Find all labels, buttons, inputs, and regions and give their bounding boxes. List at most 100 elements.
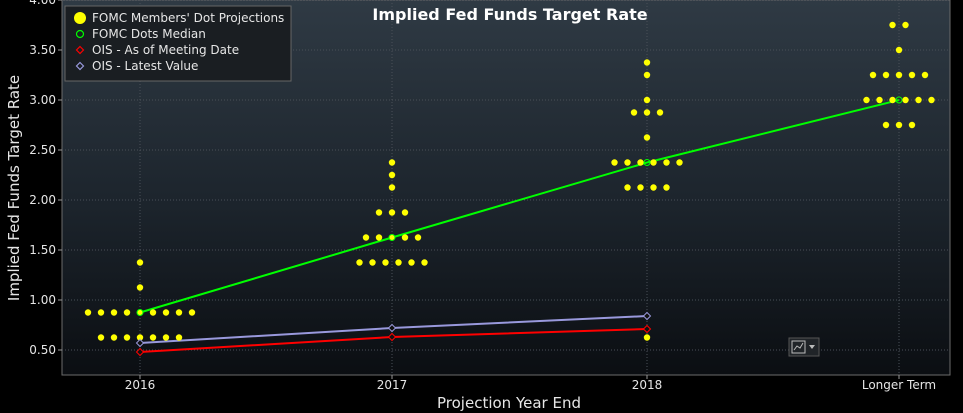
y-tick-label: 2.50 (29, 143, 56, 157)
projection-dot (382, 259, 389, 266)
projection-dot (388, 234, 396, 241)
x-tick-label: 2017 (377, 378, 408, 392)
projection-dot (611, 159, 618, 166)
projection-dot (175, 334, 183, 341)
projection-dot (388, 184, 396, 191)
projection-dot (624, 184, 631, 191)
projection-dot (136, 284, 144, 291)
x-tick-label: Longer Term (862, 378, 936, 392)
projection-dot (123, 334, 131, 341)
projection-dot (388, 159, 396, 166)
median-marker (895, 96, 903, 104)
legend-label: OIS - As of Meeting Date (92, 43, 239, 57)
legend-label: FOMC Dots Median (92, 27, 206, 41)
projection-dot (637, 159, 644, 166)
projection-dot (408, 259, 415, 266)
chart-title: Implied Fed Funds Target Rate (372, 5, 647, 24)
projection-dot (921, 71, 929, 79)
ois-marker (135, 338, 145, 348)
projection-dot (637, 184, 644, 191)
median-marker (643, 159, 651, 166)
projection-dot (123, 309, 131, 316)
projection-dot (375, 234, 383, 241)
legend-label: OIS - Latest Value (92, 59, 198, 73)
projection-dot (643, 71, 651, 79)
y-tick-label: 4.00 (29, 0, 56, 7)
y-tick-label: 1.00 (29, 293, 56, 307)
chevron-down-icon (809, 345, 815, 349)
projection-dot (902, 21, 909, 29)
projection-dot (908, 121, 916, 129)
projection-dot (84, 309, 92, 316)
projection-dot (375, 209, 383, 216)
legend: FOMC Members' Dot Projections FOMC Dots M… (64, 5, 292, 82)
projection-dot (388, 209, 396, 216)
series-line (139, 99, 900, 314)
projection-dot (149, 334, 157, 341)
median-marker (388, 234, 396, 241)
projection-dot (643, 334, 651, 341)
legend-label: FOMC Members' Dot Projections (92, 11, 284, 25)
projection-dot (401, 234, 409, 241)
projection-dot (356, 259, 363, 266)
projection-dot (863, 96, 870, 104)
projection-dot (895, 46, 903, 54)
x-tick-label: 2016 (125, 378, 156, 392)
chart-menu-frame (788, 337, 820, 357)
projection-dot (889, 21, 896, 29)
projection-dot (656, 109, 664, 116)
line-chart-icon (791, 340, 806, 354)
x-tick-label: 2018 (632, 378, 663, 392)
projection-dot (676, 159, 683, 166)
projection-dot (928, 96, 935, 104)
projection-dot (136, 334, 144, 341)
projection-dot (110, 334, 118, 341)
ois-marker (135, 347, 145, 357)
projection-dot (882, 121, 890, 129)
projection-dot (395, 259, 402, 266)
projection-dot (136, 259, 144, 266)
y-tick-label: 0.50 (29, 343, 56, 357)
projection-dot (889, 96, 896, 104)
y-axis-title: Implied Fed Funds Target Rate (5, 75, 23, 301)
legend-item: FOMC Dots Median (75, 27, 206, 41)
ois-marker (642, 324, 652, 334)
series-markers (135, 96, 903, 357)
projection-dot (908, 71, 916, 79)
projection-dot (97, 309, 105, 316)
y-tick-label: 1.50 (29, 243, 56, 257)
chart-menu-button[interactable] (788, 337, 820, 357)
projection-dot (388, 171, 396, 179)
projection-dot (915, 96, 922, 104)
projection-dot (630, 109, 638, 116)
projection-dot (663, 184, 670, 191)
x-axis-title: Projection Year End (437, 394, 581, 412)
projection-dot (401, 209, 409, 216)
projection-dot (643, 134, 651, 141)
projection-dot (650, 159, 657, 166)
y-tick-label: 2.00 (29, 193, 56, 207)
y-tick-label: 3.00 (29, 93, 56, 107)
median-marker (136, 309, 144, 316)
y-tick-label: 3.50 (29, 43, 56, 57)
axes: 0.50 1.00 1.50 2.00 2.50 3.00 3.50 4.00 2016 2017… (29, 0, 936, 392)
projection-dot (643, 109, 651, 116)
legend-item: OIS - Latest Value (75, 59, 198, 73)
projection-dot (650, 184, 657, 191)
projection-dot (162, 334, 170, 341)
legend-dot-icon (74, 12, 86, 24)
projection-dot (149, 309, 157, 316)
projection-dot (414, 234, 422, 241)
projection-dot (876, 96, 883, 104)
projection-dot (136, 309, 144, 316)
legend-diamond-icon (75, 45, 85, 55)
projection-dot (369, 259, 376, 266)
projection-dot (421, 259, 428, 266)
projection-dot (643, 59, 651, 66)
projection-dot (175, 309, 183, 316)
projection-dot (643, 96, 651, 104)
legend-item: OIS - As of Meeting Date (75, 43, 239, 57)
projection-dot (110, 309, 118, 316)
